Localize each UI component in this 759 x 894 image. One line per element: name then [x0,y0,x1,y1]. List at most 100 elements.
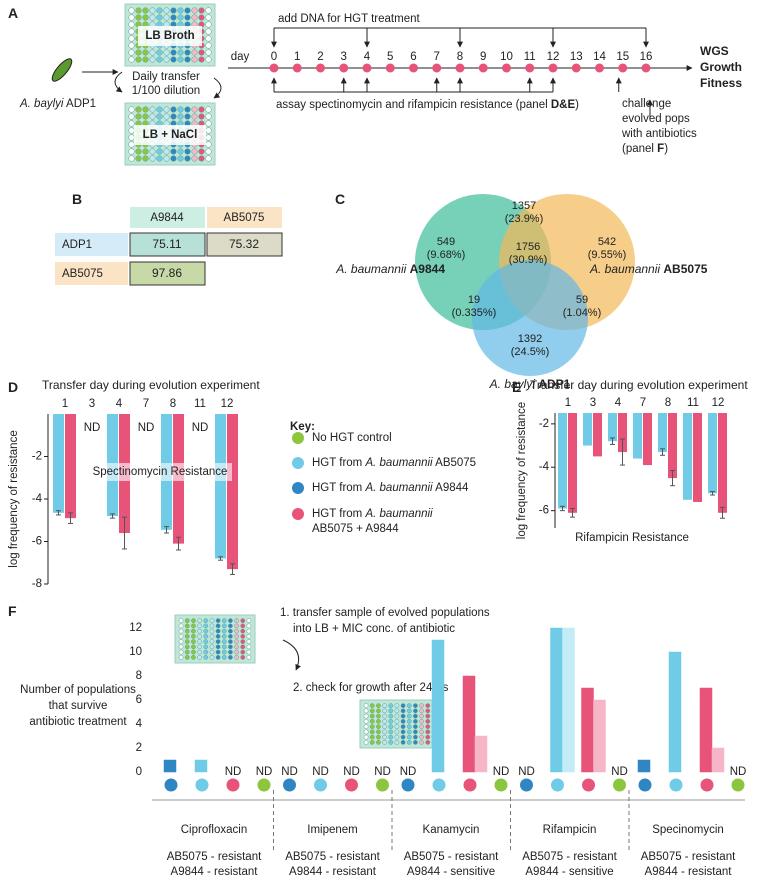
bar [558,413,567,509]
transfer-dot [339,63,349,73]
y-tick-label-part: -8 [32,578,42,590]
well [234,628,239,634]
nd-label: ND [374,766,391,778]
well [170,106,177,113]
well [205,148,212,155]
well [234,655,239,660]
nd-label-part: ND [84,422,101,434]
condition-marker [283,778,296,792]
well [382,713,387,719]
y-axis-label-part: log frequency of resistance [516,402,528,539]
x-tick-label: 1 [565,397,571,409]
well [156,113,163,120]
well [177,113,184,120]
well [128,113,135,120]
well [228,644,233,650]
well [419,724,424,729]
plate-label-part: LB Broth [145,30,194,42]
y-tick-label: 6 [136,694,142,706]
group-note: A9844 - resistant [645,866,733,878]
well [394,724,400,729]
nd-label: ND [312,766,329,778]
well [163,49,170,56]
condition-marker [582,778,595,792]
key-label-part: HGT from [312,457,365,469]
nd-label: ND [493,766,510,778]
well [363,713,369,719]
well [388,708,394,714]
well [197,628,202,634]
well [419,734,424,740]
well [203,628,209,634]
transfer-label: 1/100 dilution [132,85,200,97]
well [156,49,163,56]
well [234,649,239,655]
region-count-part: 1756 [516,241,540,253]
well [205,141,212,148]
x-tick-label: 8 [170,398,176,410]
challenge-label-part: evolved pops [622,113,690,125]
nd-label-part: ND [343,766,360,778]
well [376,740,381,745]
well [234,623,239,629]
group-note-part: AB5075 - resistant [285,851,380,863]
well [197,644,202,650]
day-number: 15 [616,51,629,63]
plate-label: LB + NaCl [143,129,198,141]
x-tick-label-part: 4 [116,398,123,410]
region-count: 1357 [512,200,536,212]
well [425,729,431,735]
x-tick-label-part: 12 [221,398,234,410]
well [156,155,163,162]
assay-label: assay spectinomycin and rifampicin resis… [276,99,579,111]
day-number: 5 [387,51,393,63]
day-number-part: 2 [317,51,323,63]
well [376,729,381,735]
well [209,649,215,655]
well [413,719,418,724]
well [163,113,170,120]
well [388,703,394,708]
well [413,713,418,719]
well [234,644,239,650]
nd-label-part: ND [730,766,747,778]
well [382,740,387,745]
well [128,7,135,14]
well [205,49,212,56]
well [382,724,387,729]
well [149,49,156,56]
well [240,618,246,623]
group-note: AB5075 - resistant [404,851,499,863]
annotation-bg [88,463,232,481]
well [142,155,149,162]
transfer-dot [478,63,488,73]
transfer-dot [455,63,465,73]
well [197,655,202,660]
nd-label: ND [730,766,747,778]
well [142,106,149,113]
group-note-part: AB5075 - resistant [641,851,736,863]
x-tick-label: 12 [712,397,725,409]
well [191,623,196,629]
well [163,148,170,155]
well [184,49,191,56]
well [221,628,227,634]
day-number: 1 [294,51,300,63]
nd-label-part: ND [518,766,535,778]
organism-label-part: ADP1 [63,98,96,110]
well [149,155,156,162]
well [205,56,212,63]
well [400,734,406,740]
well [191,634,196,639]
y-axis-label: Number of populations [20,684,136,696]
key-label: HGT from A. baumannii AB5075 [312,457,476,469]
challenge-label-part: (panel [622,143,657,155]
well [388,729,394,735]
set-label-part: AB5075 [663,262,707,276]
well [191,14,198,21]
well [128,155,135,162]
day-number: 7 [434,51,440,63]
condition-marker [520,778,533,792]
x-tick-label-part: 7 [143,398,149,410]
day-number-part: 9 [480,51,486,63]
